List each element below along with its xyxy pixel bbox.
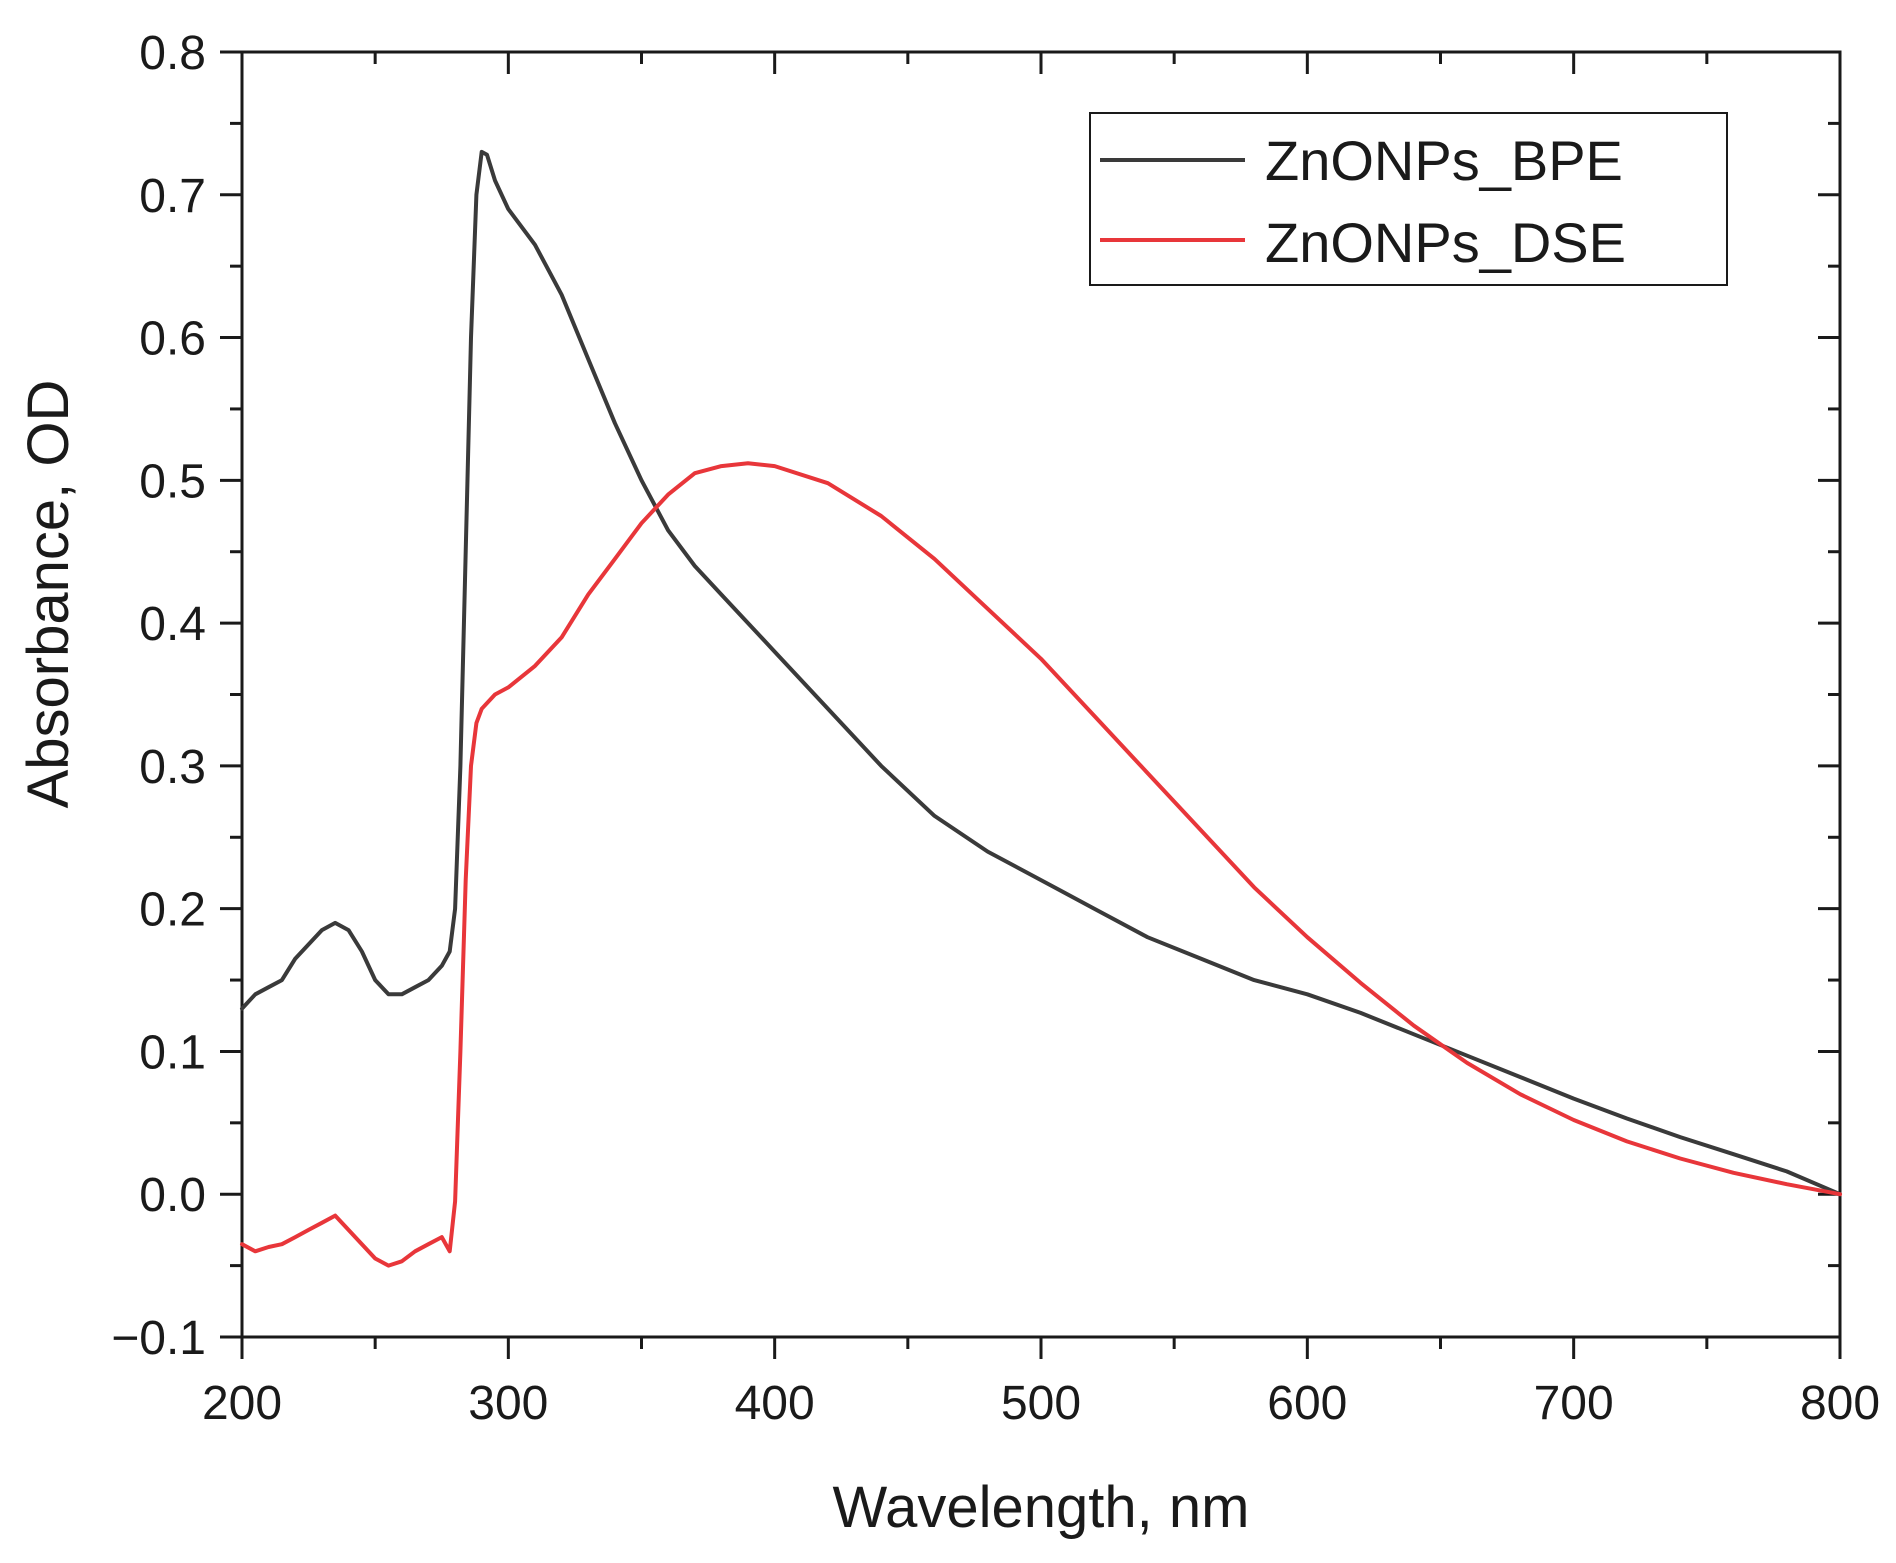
x-tick-label: 800 xyxy=(1800,1377,1880,1430)
axis-tick-labels: 200 300 400 500 600 700 800 −0.1 0.0 0.1 0.2 0.3 0.4… xyxy=(111,27,1880,1430)
x-tick-label: 600 xyxy=(1267,1377,1347,1430)
y-tick-label: 0.0 xyxy=(139,1169,206,1222)
y-tick-label: 0.6 xyxy=(139,313,206,366)
y-tick-label: 0.1 xyxy=(139,1026,206,1079)
y-tick-label: 0.8 xyxy=(139,27,206,80)
y-tick-label: 0.2 xyxy=(139,884,206,937)
series-layer xyxy=(240,149,1842,1268)
legend-box xyxy=(1089,112,1728,286)
x-tick-label: 400 xyxy=(735,1377,815,1430)
x-tick-label: 300 xyxy=(468,1377,548,1430)
legend-label-bpe: ZnONPs_BPE xyxy=(1265,129,1623,192)
x-tick-label: 700 xyxy=(1534,1377,1614,1430)
legend-label-dse: ZnONPs_DSE xyxy=(1265,211,1626,274)
axis-ticks xyxy=(220,50,1842,1359)
series-line-znonps-dse xyxy=(240,461,1842,1268)
y-axis-label: Absorbance, OD xyxy=(16,380,81,809)
legend: ZnONPs_BPE ZnONPs_DSE xyxy=(1089,112,1728,286)
x-tick-label: 500 xyxy=(1001,1377,1081,1430)
x-tick-label: 200 xyxy=(202,1377,282,1430)
y-tick-label: 0.5 xyxy=(139,455,206,508)
y-tick-label: 0.4 xyxy=(139,598,206,651)
y-tick-label: 0.3 xyxy=(139,741,206,794)
series-line-znonps-bpe xyxy=(240,149,1842,1197)
y-tick-label: 0.7 xyxy=(139,170,206,223)
x-axis-label: Wavelength, nm xyxy=(833,1475,1250,1540)
y-tick-label: −0.1 xyxy=(111,1312,206,1365)
